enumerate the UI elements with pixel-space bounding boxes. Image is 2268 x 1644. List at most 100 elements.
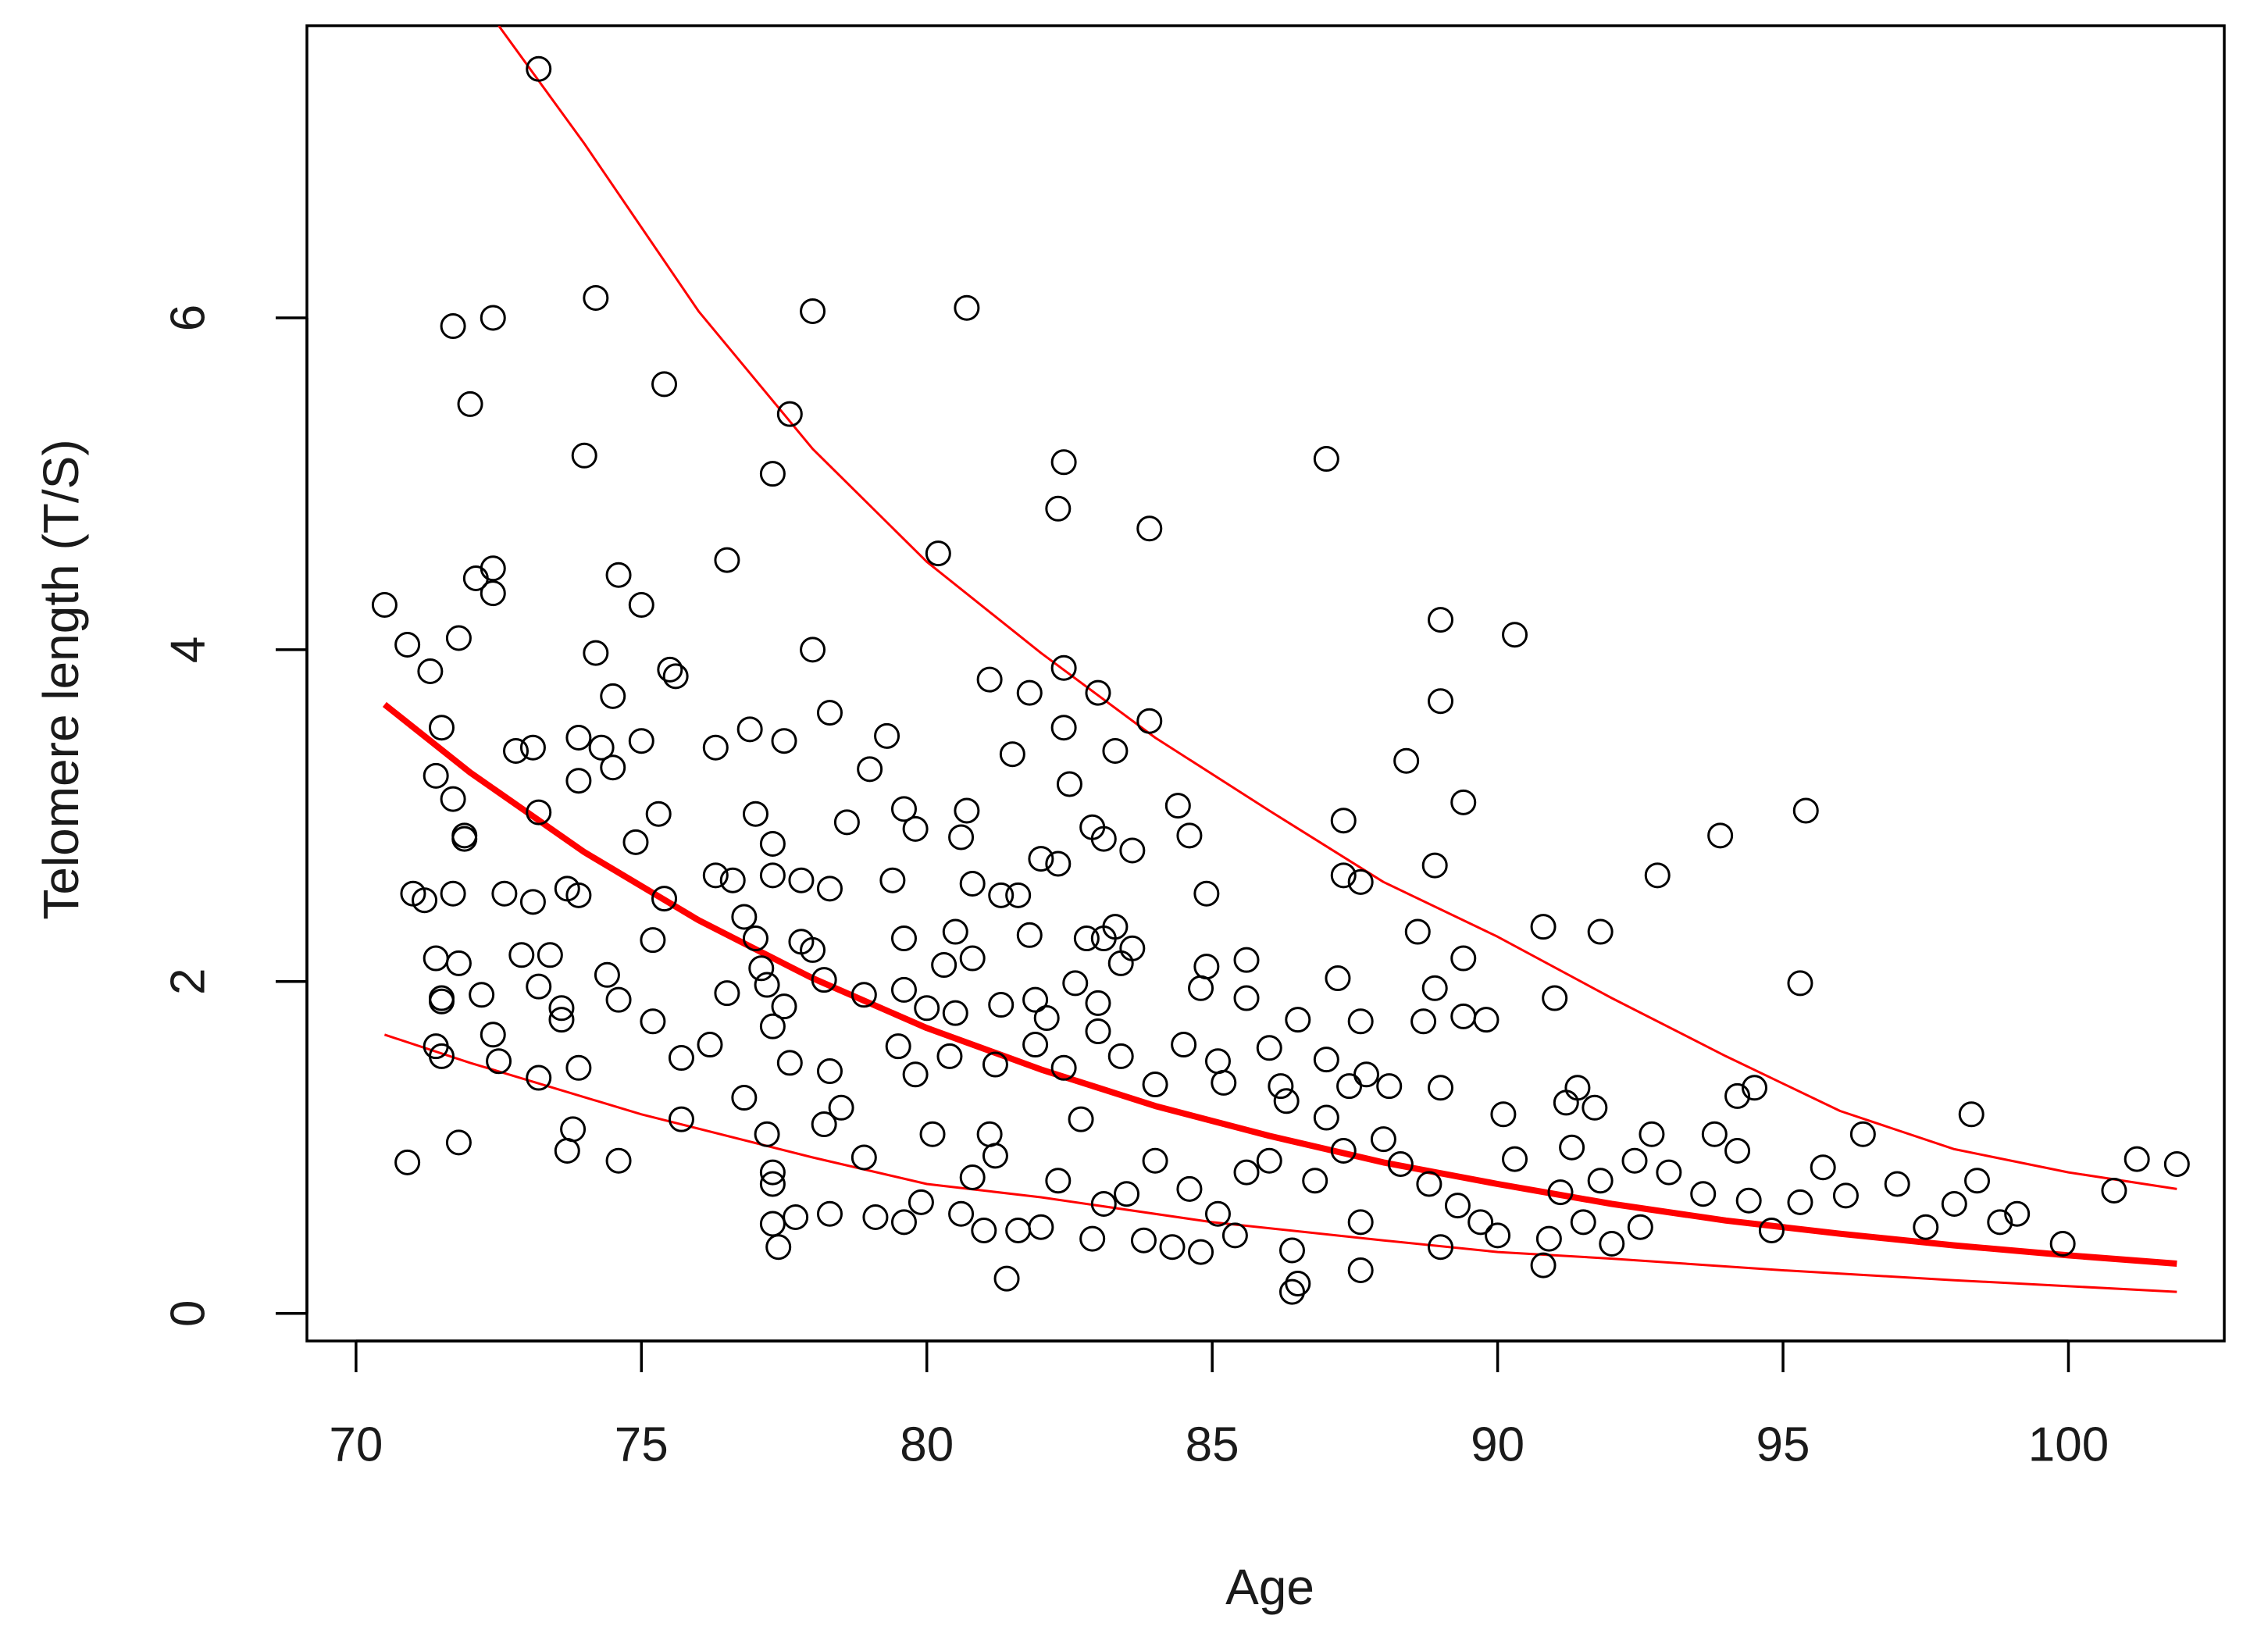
y-axis-title: Telomere length (T/S) [33, 439, 89, 919]
point [914, 995, 940, 1022]
point [1530, 1252, 1557, 1278]
point [890, 796, 917, 822]
point [742, 925, 768, 952]
point [993, 1265, 1020, 1292]
point [890, 976, 917, 1003]
point [971, 1217, 997, 1243]
point [714, 547, 740, 573]
point [1599, 1230, 1625, 1257]
point [1142, 1072, 1168, 1098]
point [480, 1022, 506, 1048]
point [1142, 1147, 1168, 1174]
point [788, 867, 815, 893]
point [1741, 1075, 1767, 1101]
point [1428, 607, 1454, 633]
point [1119, 935, 1146, 961]
point [440, 880, 466, 907]
point [759, 1013, 786, 1040]
point [394, 1149, 421, 1175]
point [605, 986, 632, 1013]
point [583, 284, 609, 311]
point [1045, 1168, 1072, 1194]
point [1913, 1214, 1939, 1240]
point [1114, 1181, 1140, 1207]
point [394, 631, 421, 658]
point [1233, 947, 1260, 973]
point [885, 1033, 911, 1060]
point [548, 1007, 575, 1033]
point [1570, 1209, 1596, 1236]
point [1393, 747, 1420, 774]
point [874, 722, 900, 749]
point [1068, 1106, 1094, 1132]
point [1421, 852, 1448, 879]
point [662, 663, 689, 690]
point [731, 1085, 758, 1111]
point [462, 565, 489, 592]
point [879, 867, 906, 893]
point [428, 715, 455, 741]
point [759, 1171, 786, 1197]
point [1136, 515, 1163, 542]
point [1490, 1101, 1517, 1128]
point [1221, 1222, 1248, 1249]
point [1313, 446, 1339, 473]
point [902, 815, 929, 842]
point [1656, 1159, 1682, 1186]
point [605, 1147, 632, 1174]
point [816, 1058, 843, 1085]
point [919, 1121, 946, 1147]
point [731, 904, 758, 930]
point [628, 728, 654, 754]
point [1302, 1168, 1328, 1194]
point [976, 1121, 1003, 1147]
point [736, 716, 763, 743]
point [1535, 1225, 1562, 1252]
points [371, 55, 2190, 1305]
point [1502, 622, 1528, 648]
point [412, 887, 438, 914]
point [759, 1211, 786, 1237]
point [583, 640, 609, 666]
point [565, 724, 592, 751]
point [1325, 965, 1351, 992]
point [605, 562, 632, 588]
point [988, 882, 1015, 908]
point [1130, 1227, 1157, 1254]
point [988, 992, 1015, 1018]
y-tick-label: 6 [161, 305, 215, 331]
point [959, 945, 986, 972]
point [1193, 954, 1220, 980]
point [1787, 970, 1813, 997]
point [1285, 1270, 1311, 1296]
point [759, 461, 786, 487]
point [1587, 1168, 1614, 1194]
point [925, 540, 951, 567]
point [1621, 1147, 1648, 1174]
point [759, 862, 786, 889]
point [982, 1143, 1008, 1169]
point [890, 1209, 917, 1236]
point [1758, 1217, 1785, 1243]
point [816, 1200, 843, 1227]
point [1639, 1121, 1665, 1147]
point [1450, 945, 1477, 972]
point [1347, 1257, 1374, 1283]
point [1256, 1147, 1282, 1174]
point [1073, 925, 1100, 952]
point [850, 1144, 877, 1171]
point [1056, 771, 1082, 797]
point [1964, 1168, 1991, 1194]
x-tick-label: 100 [2028, 1418, 2109, 1471]
point [445, 950, 472, 976]
point [850, 982, 877, 1008]
x-tick-label: 95 [1756, 1418, 1810, 1471]
point [1444, 1193, 1471, 1219]
x-axis-title: Age [1225, 1559, 1314, 1615]
point [816, 700, 843, 726]
point [1090, 826, 1117, 852]
point [942, 1000, 968, 1026]
point [1079, 1225, 1106, 1252]
point [1313, 1047, 1339, 1073]
